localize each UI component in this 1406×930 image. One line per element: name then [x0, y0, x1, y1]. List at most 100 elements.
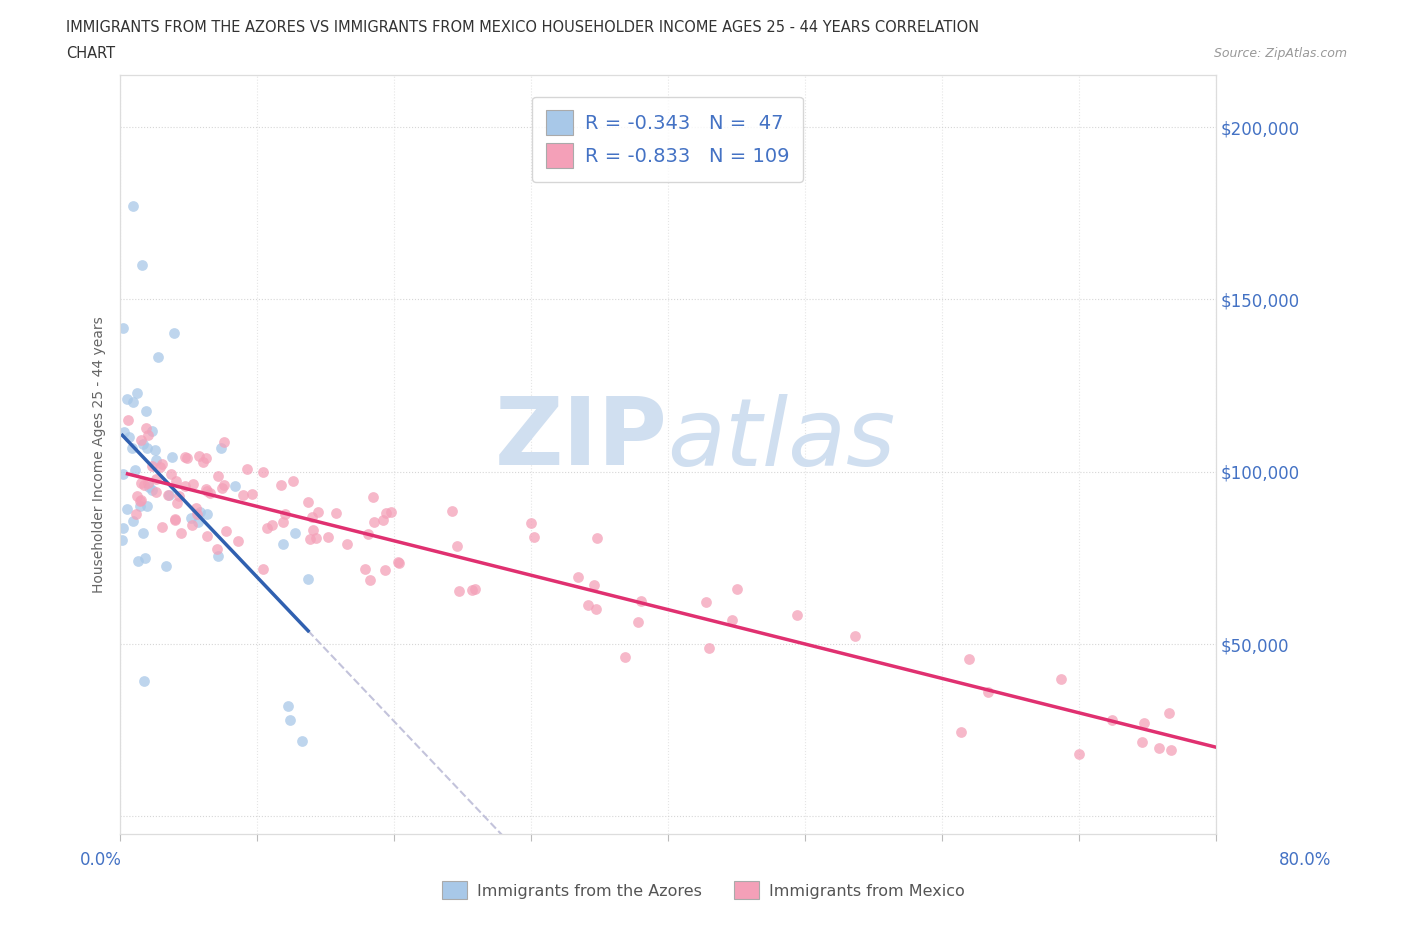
Point	[135, 404, 157, 418]
Point	[224, 479, 246, 494]
Point	[1160, 743, 1182, 758]
Point	[157, 488, 180, 503]
Point	[124, 462, 146, 477]
Point	[166, 496, 188, 511]
Point	[273, 536, 295, 551]
Point	[232, 488, 254, 503]
Point	[198, 485, 221, 500]
Point	[1159, 706, 1181, 721]
Point	[135, 440, 157, 455]
Point	[134, 551, 156, 565]
Point	[129, 498, 152, 513]
Point	[145, 472, 167, 486]
Point	[252, 464, 274, 479]
Point	[157, 487, 180, 502]
Point	[371, 512, 394, 527]
Point	[165, 474, 187, 489]
Point	[176, 451, 198, 466]
Point	[195, 481, 218, 496]
Point	[256, 521, 278, 536]
Point	[297, 571, 319, 586]
Point	[180, 511, 202, 525]
Point	[129, 493, 152, 508]
Point	[786, 607, 808, 622]
Point	[361, 489, 384, 504]
Point	[167, 488, 190, 503]
Point	[211, 481, 233, 496]
Point	[148, 350, 170, 365]
Point	[271, 514, 294, 529]
Point	[441, 504, 464, 519]
Point	[186, 501, 208, 516]
Point	[145, 485, 167, 499]
Point	[363, 514, 385, 529]
Point	[174, 479, 197, 494]
Point	[121, 513, 143, 528]
Legend: R = -0.343   N =  47, R = -0.833   N = 109: R = -0.343 N = 47, R = -0.833 N = 109	[533, 97, 803, 181]
Point	[211, 440, 233, 455]
Point	[186, 506, 208, 521]
Point	[697, 641, 720, 656]
Point	[117, 413, 139, 428]
Point	[149, 459, 172, 474]
Point	[160, 449, 183, 464]
Point	[388, 555, 411, 570]
Point	[283, 473, 305, 488]
Point	[1130, 735, 1153, 750]
Point	[359, 573, 381, 588]
Point	[585, 602, 607, 617]
Point	[464, 581, 486, 596]
Point	[278, 712, 301, 727]
Point	[380, 504, 402, 519]
Point	[297, 495, 319, 510]
Point	[519, 516, 541, 531]
Point	[131, 493, 153, 508]
Point	[183, 477, 205, 492]
Point	[141, 458, 163, 473]
Point	[195, 450, 218, 465]
Point	[117, 430, 139, 445]
Point	[387, 554, 409, 569]
Point	[1050, 671, 1073, 686]
Point	[121, 441, 143, 456]
Point	[191, 454, 214, 469]
Point	[302, 523, 325, 538]
Point	[121, 199, 143, 214]
Point	[844, 629, 866, 644]
Point	[725, 581, 748, 596]
Point	[214, 524, 236, 538]
Point	[354, 562, 377, 577]
Point	[136, 498, 159, 513]
Point	[129, 432, 152, 447]
Point	[127, 488, 149, 503]
Point	[260, 517, 283, 532]
Point	[131, 258, 153, 272]
Point	[141, 424, 163, 439]
Point	[145, 453, 167, 468]
Point	[627, 615, 650, 630]
Point	[115, 392, 138, 406]
Point	[695, 594, 717, 609]
Point	[121, 394, 143, 409]
Point	[277, 698, 299, 713]
Point	[135, 421, 157, 436]
Point	[301, 510, 323, 525]
Point	[138, 428, 160, 443]
Point	[949, 724, 972, 739]
Text: 80.0%: 80.0%	[1278, 851, 1331, 870]
Text: Source: ZipAtlas.com: Source: ZipAtlas.com	[1213, 46, 1347, 60]
Point	[188, 504, 211, 519]
Point	[720, 613, 742, 628]
Point	[270, 477, 292, 492]
Text: IMMIGRANTS FROM THE AZORES VS IMMIGRANTS FROM MEXICO HOUSEHOLDER INCOME AGES 25 : IMMIGRANTS FROM THE AZORES VS IMMIGRANTS…	[66, 20, 979, 35]
Point	[127, 554, 149, 569]
Point	[170, 525, 193, 540]
Point	[1101, 712, 1123, 727]
Point	[138, 475, 160, 490]
Point	[174, 449, 197, 464]
Point	[461, 582, 484, 597]
Point	[141, 482, 163, 497]
Point	[583, 578, 606, 592]
Point	[630, 593, 652, 608]
Point	[977, 684, 1000, 699]
